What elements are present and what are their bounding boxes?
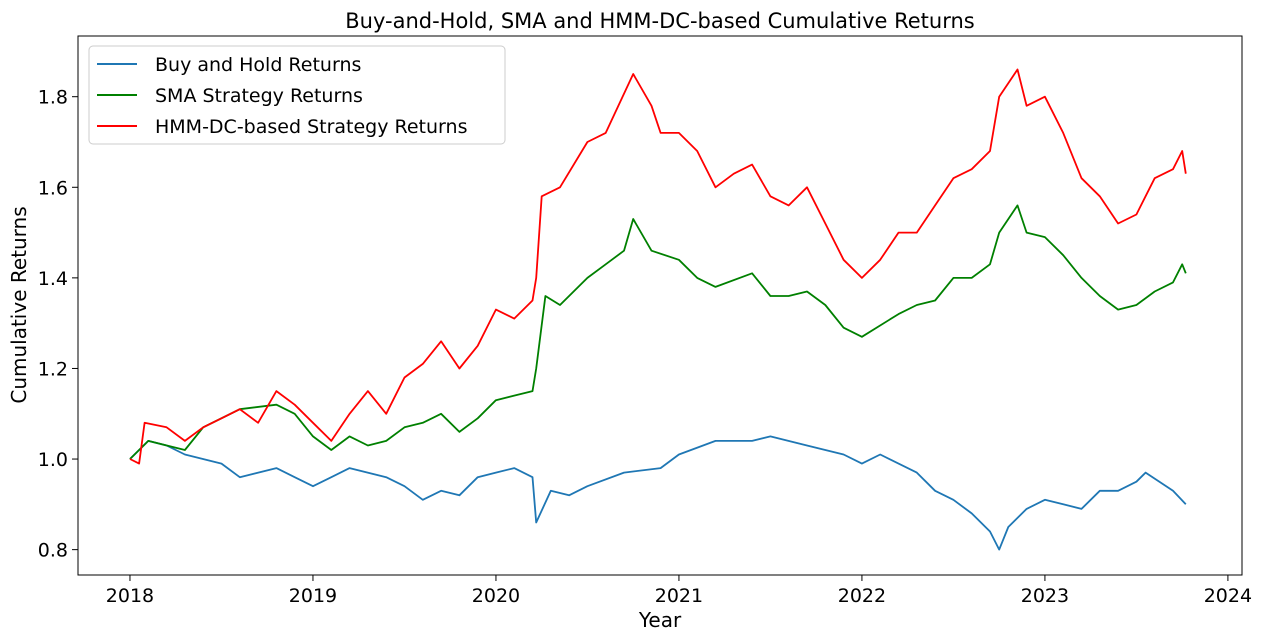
y-tick-label: 1.0	[38, 449, 68, 471]
x-tick-label: 2021	[655, 585, 703, 607]
legend-box	[88, 45, 506, 145]
y-tick-label: 1.4	[38, 268, 68, 290]
y-tick-label: 1.8	[38, 87, 68, 109]
y-tick-label: 0.8	[38, 540, 68, 562]
y-axis: 0.8 1.0 1.2 1.4 1.6 1.8	[38, 87, 78, 562]
x-tick-label: 2019	[289, 585, 337, 607]
x-tick-label: 2018	[106, 585, 154, 607]
x-tick-label: 2024	[1204, 585, 1252, 607]
plot-area	[129, 68, 1187, 551]
y-tick-label: 1.2	[38, 358, 68, 380]
series-line-2	[129, 204, 1187, 460]
legend-entry: HMM-DC-based Strategy Returns	[155, 116, 467, 138]
x-tick-label: 2022	[838, 585, 886, 607]
x-axis: 2018 2019 2020 2021 2022 2023 2024	[106, 575, 1252, 607]
y-tick-label: 1.6	[38, 177, 68, 199]
x-tick-label: 2020	[472, 585, 520, 607]
legend-entry: SMA Strategy Returns	[155, 85, 363, 107]
legend: Buy and Hold Returns SMA Strategy Returns…	[88, 45, 506, 145]
x-axis-label: Year	[638, 608, 682, 632]
plot-frame	[77, 35, 1243, 576]
chart-title: Buy-and-Hold, SMA and HMM-DC-based Cumul…	[345, 9, 975, 33]
series-line-3	[129, 68, 1187, 465]
x-tick-label: 2023	[1021, 585, 1069, 607]
series-line-1	[129, 435, 1187, 551]
legend-entry: Buy and Hold Returns	[155, 54, 361, 76]
y-axis-label: Cumulative Returns	[7, 206, 31, 403]
